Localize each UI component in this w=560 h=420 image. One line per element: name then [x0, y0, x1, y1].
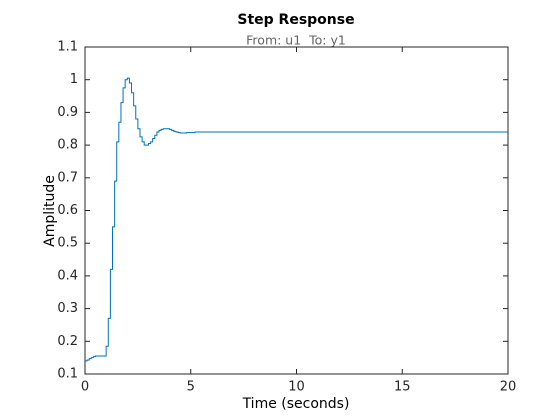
- y-tick-label: 0.2: [57, 334, 78, 349]
- x-tick-label: 20: [500, 380, 517, 395]
- y-tick-label: 0.9: [57, 105, 78, 120]
- y-tick-label: 0.5: [57, 236, 78, 251]
- y-tick-label: 0.4: [57, 268, 78, 283]
- chart-title: Step Response: [237, 12, 354, 28]
- x-tick-label: 10: [288, 380, 305, 395]
- step-line: [85, 77, 508, 362]
- x-tick-label: 15: [394, 380, 411, 395]
- x-axis-label: Time (seconds): [242, 396, 350, 412]
- chart-subtitle: From: u1 To: y1: [246, 33, 346, 48]
- y-tick-label: 0.7: [57, 170, 78, 185]
- y-tick-label: 1.1: [57, 40, 78, 55]
- y-tick-label: 0.1: [57, 367, 78, 382]
- x-tick-label: 0: [81, 380, 89, 395]
- y-tick-label: 0.3: [57, 301, 78, 316]
- y-axis-label: Amplitude: [42, 175, 58, 247]
- y-tick-label: 0.6: [57, 203, 78, 218]
- y-tick-label: 0.8: [57, 138, 78, 153]
- y-tick-label: 1: [70, 72, 78, 87]
- x-tick-label: 5: [187, 380, 195, 395]
